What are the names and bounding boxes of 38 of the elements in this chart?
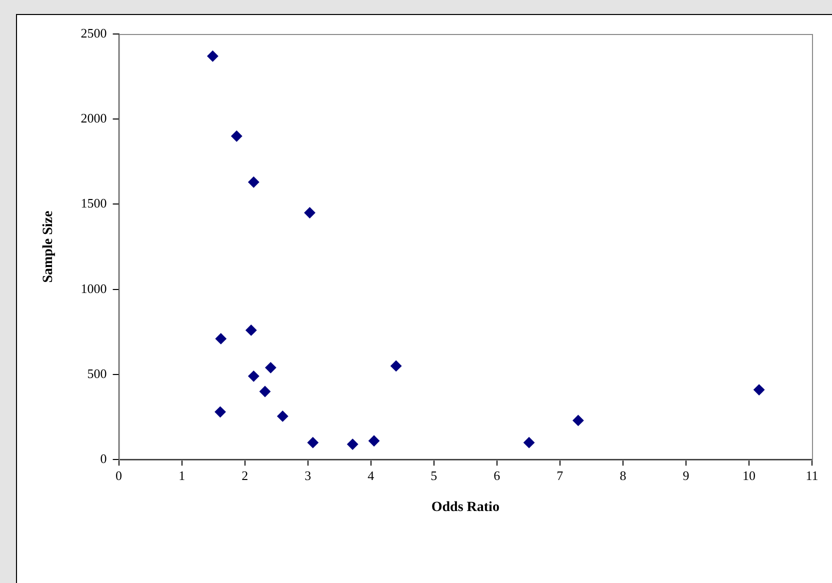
point bbox=[248, 176, 260, 188]
x-tick-label: 0 bbox=[116, 468, 122, 483]
x-tick-label: 3 bbox=[304, 468, 312, 483]
point bbox=[215, 333, 226, 344]
x-tick-label: 6 bbox=[494, 468, 501, 483]
y-axis-title: Sample Size bbox=[41, 210, 56, 283]
x-tick-label: 8 bbox=[620, 468, 626, 483]
x-tick-label: 1 bbox=[178, 468, 186, 483]
point bbox=[347, 438, 358, 450]
point bbox=[277, 410, 288, 422]
x-tick-label: 4 bbox=[368, 468, 375, 483]
x-tick-label: 9 bbox=[682, 468, 690, 483]
point bbox=[524, 437, 535, 448]
x-axis-title: Odds Ratio bbox=[431, 500, 500, 516]
y-tick-label: 500 bbox=[87, 366, 107, 381]
x-tick-label: 10 bbox=[742, 468, 756, 483]
point bbox=[231, 130, 242, 142]
point bbox=[304, 207, 316, 218]
point bbox=[307, 437, 318, 448]
point bbox=[214, 406, 226, 418]
x-tick-label: 5 bbox=[430, 468, 438, 483]
y-tick-label: 1000 bbox=[80, 280, 107, 296]
point bbox=[754, 384, 765, 396]
point bbox=[572, 414, 584, 426]
point bbox=[260, 386, 270, 398]
point bbox=[246, 324, 257, 336]
y-tick-label: 2500 bbox=[80, 25, 107, 40]
x-tick-label: 11 bbox=[806, 468, 818, 483]
point bbox=[265, 362, 276, 374]
y-tick-label: 1500 bbox=[80, 196, 107, 211]
x-tick-label: 2 bbox=[242, 468, 248, 483]
point bbox=[207, 50, 218, 62]
y-tick-label: 0 bbox=[100, 451, 107, 466]
point bbox=[248, 370, 260, 382]
point bbox=[390, 360, 402, 372]
x-tick-label: 7 bbox=[556, 468, 564, 483]
y-tick-label: 2000 bbox=[80, 110, 107, 126]
point bbox=[368, 435, 380, 446]
